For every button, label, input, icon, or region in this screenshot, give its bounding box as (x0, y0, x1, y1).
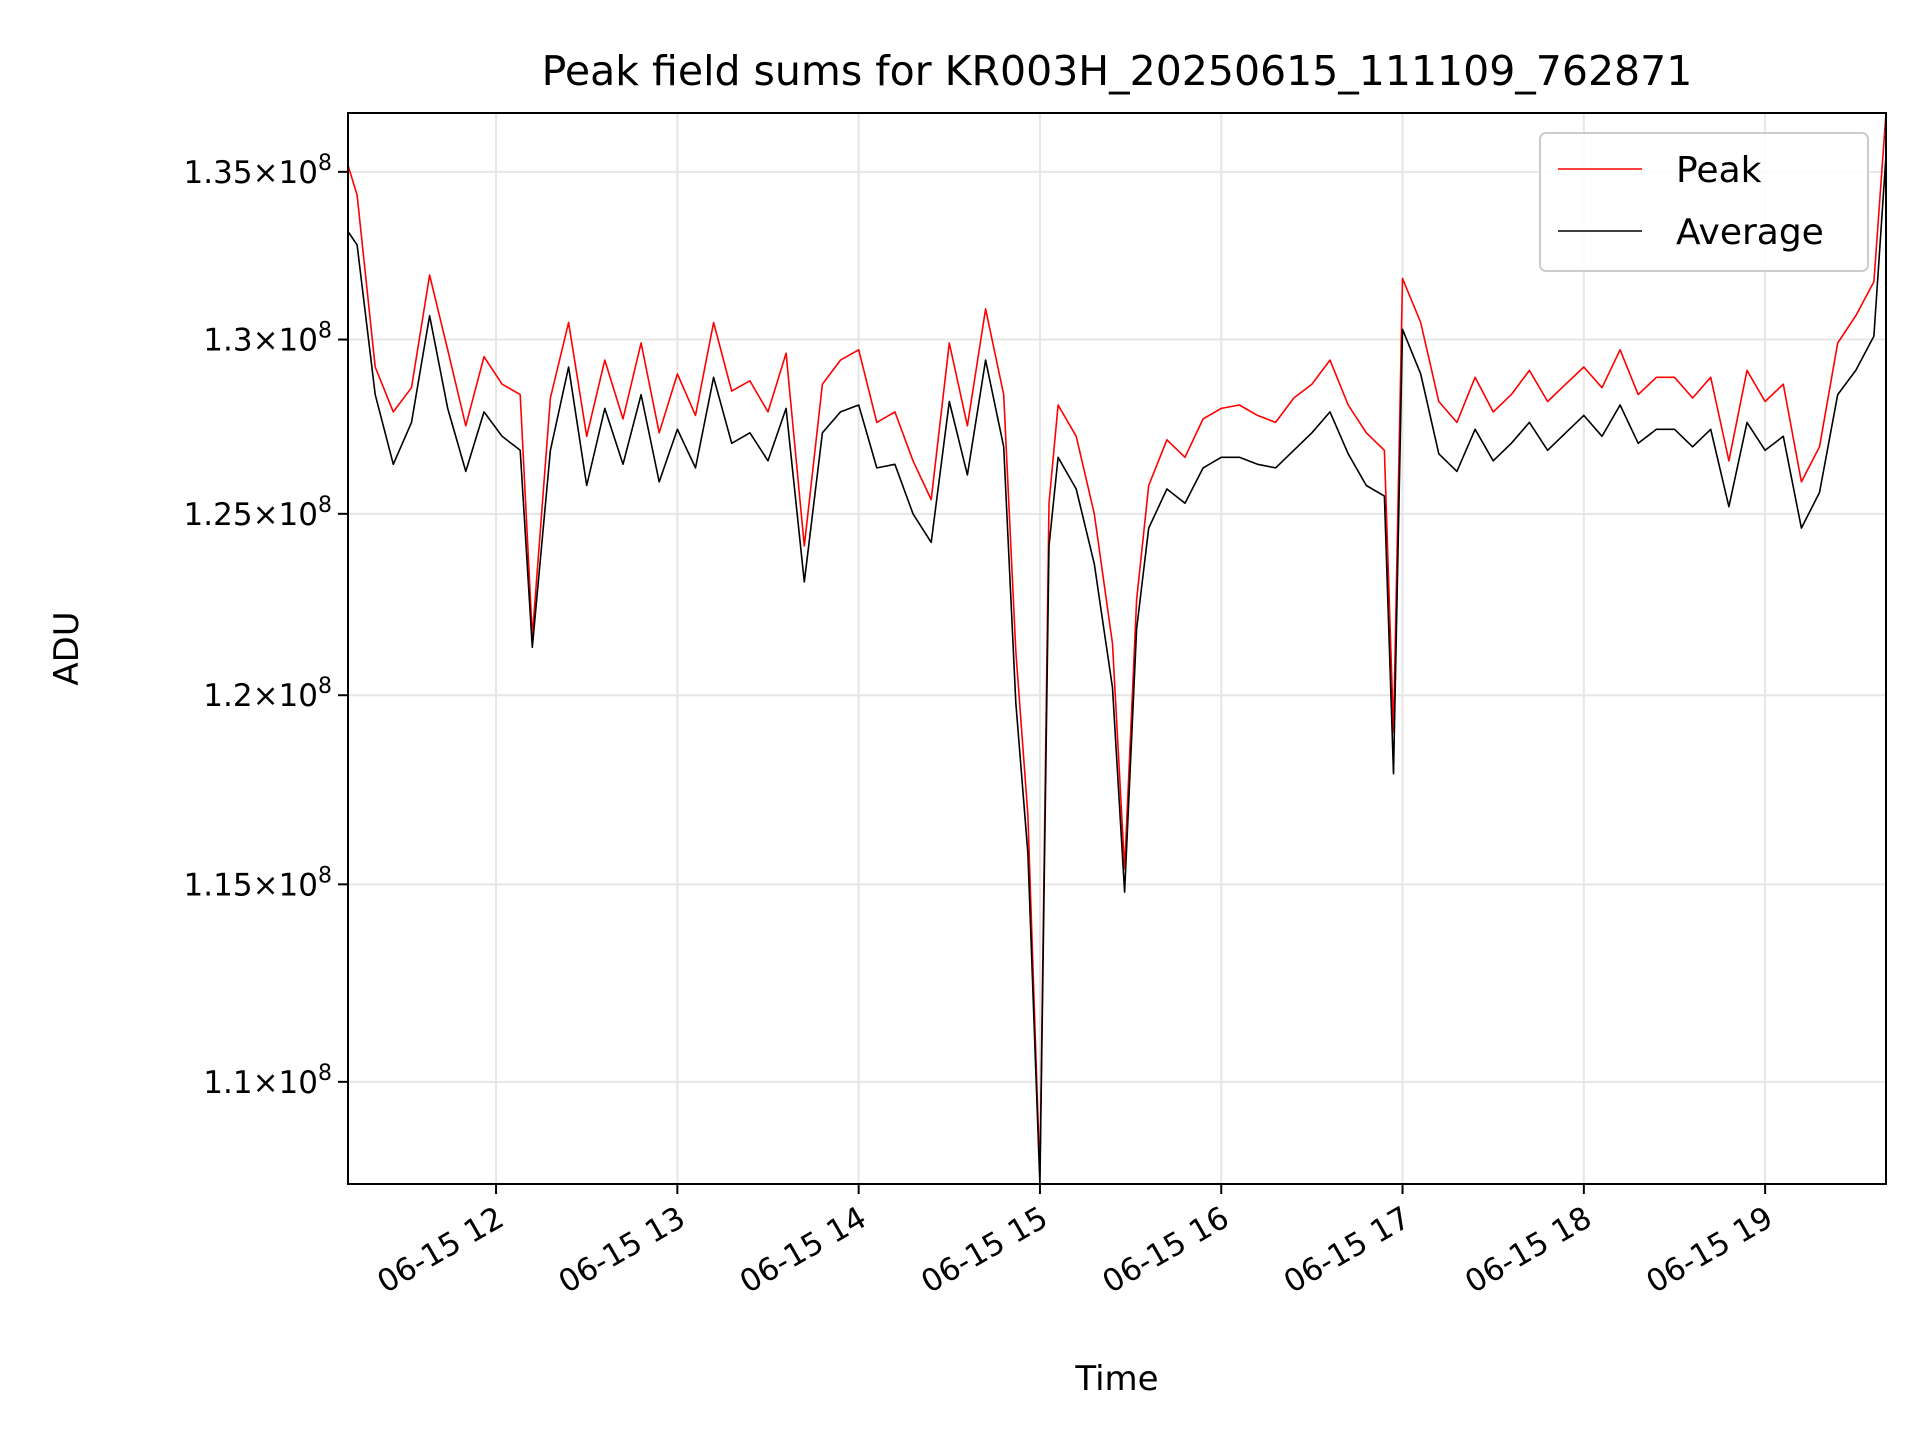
y-tick-label: 1.35×108 (184, 151, 332, 191)
y-axis-ticks: 1.1×108 1.15×108 1.2×108 1.25×108 1.3×108 1.3… (184, 151, 348, 1101)
series-line-average (347, 155, 1887, 1185)
plot-frame (347, 112, 1887, 1185)
y-axis-title: ADU (47, 611, 87, 685)
y-tick-label: 1.3×108 (203, 319, 332, 359)
y-tick-label: 1.2×108 (203, 674, 332, 714)
y-tick-label: 1.15×108 (184, 863, 332, 903)
legend: Peak Average (1539, 132, 1869, 272)
legend-label-peak: Peak (1676, 150, 1762, 191)
series-line-peak (347, 112, 1887, 1177)
series-lines (347, 112, 1887, 1185)
x-axis-title: Time (1074, 1359, 1158, 1399)
y-tick-label: 1.25×108 (184, 493, 332, 533)
legend-label-average: Average (1676, 212, 1824, 253)
gridlines (348, 113, 1886, 1184)
y-tick-label: 1.1×108 (203, 1061, 332, 1101)
chart-title: Peak field sums for KR003H_20250615_1111… (542, 47, 1693, 95)
legend-box (1539, 132, 1869, 272)
